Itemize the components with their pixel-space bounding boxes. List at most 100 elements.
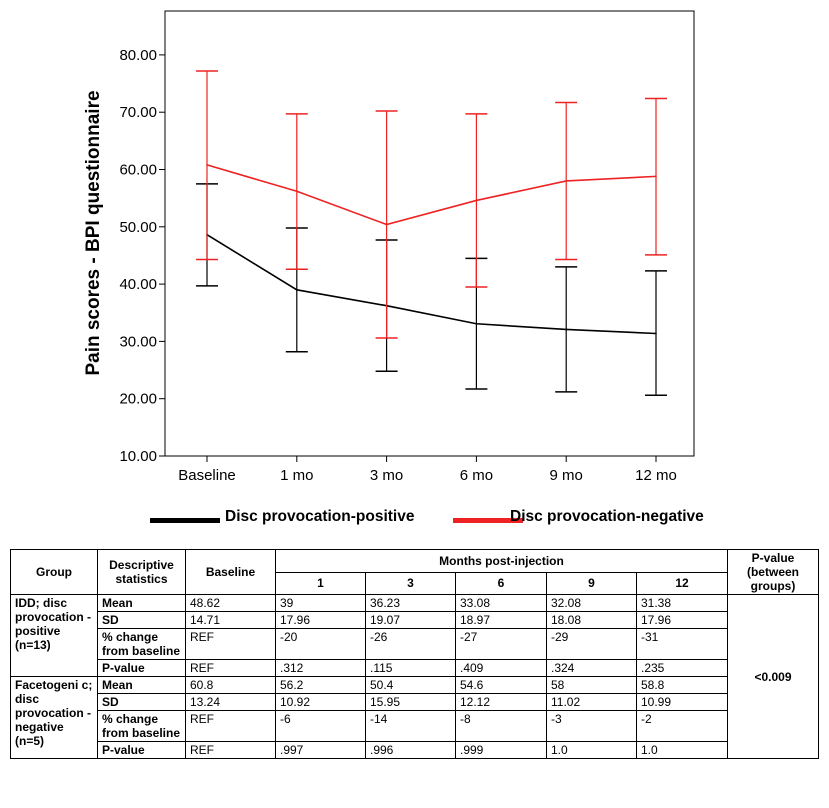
header-row: Group Descriptive statistics Baseline Month… <box>10 549 819 595</box>
month-cell: .997 <box>275 741 366 759</box>
month-cell: 58.8 <box>636 676 728 694</box>
header-pvalue: P-value (between groups) <box>727 549 819 595</box>
data-point <box>655 175 657 178</box>
between-groups-pvalue: <0.009 <box>727 594 819 759</box>
data-point <box>296 190 298 193</box>
month-cell: .235 <box>636 659 728 677</box>
x-tick-label: 12 mo <box>635 467 677 484</box>
x-tick-label: 3 mo <box>370 467 403 484</box>
month-cell: .996 <box>365 741 456 759</box>
baseline-cell: 13.24 <box>185 693 276 711</box>
series-negative <box>196 70 667 339</box>
y-tick-label: 60.00 <box>119 162 157 179</box>
baseline-cell: REF <box>185 710 276 742</box>
x-tick-label: 9 mo <box>550 467 583 484</box>
results-table: Group Descriptive statistics Baseline Month… <box>10 549 819 759</box>
month-cell: 32.08 <box>546 594 637 612</box>
baseline-cell: 60.8 <box>185 676 276 694</box>
header-month: 3 <box>365 571 456 595</box>
header-month: 1 <box>275 571 366 595</box>
data-point <box>475 199 478 202</box>
y-tick-label: 20.00 <box>119 391 157 408</box>
stat-label: Mean <box>97 676 186 694</box>
header-months-row: 1 3 6 9 12 <box>11 571 819 595</box>
data-point <box>206 164 208 166</box>
month-cell: -6 <box>275 710 366 742</box>
x-tick-label: 6 mo <box>460 467 493 484</box>
series-line <box>206 164 657 226</box>
header-group: Group <box>10 549 98 595</box>
table-row: % change from baseline REF -6 -14 -8 -3 -2 <box>11 710 819 742</box>
legend-swatch-negative <box>453 518 523 523</box>
header-month: 12 <box>636 571 728 595</box>
month-cell: -29 <box>546 628 637 660</box>
month-cell: 12.12 <box>455 693 547 711</box>
y-tick-label: 30.00 <box>119 333 157 350</box>
stat-label: P-value <box>97 659 186 677</box>
month-cell: -8 <box>455 710 547 742</box>
table-row: % change from baseline REF -20 -26 -27 -29 -31 <box>11 628 819 660</box>
legend-swatch-positive <box>150 518 220 523</box>
y-tick-label: 40.00 <box>119 276 157 293</box>
x-axis: Baseline 1 mo 3 mo 6 mo 9 mo 12 mo <box>178 456 677 484</box>
data-point <box>565 328 567 331</box>
month-cell: 50.4 <box>365 676 456 694</box>
month-cell: -2 <box>636 710 728 742</box>
x-tick-label: Baseline <box>178 467 236 484</box>
baseline-cell: 48.62 <box>185 594 276 612</box>
y-tick-label: 10.00 <box>119 448 157 465</box>
month-cell: 39 <box>275 594 366 612</box>
month-cell: 56.2 <box>275 676 366 694</box>
table-row: IDD; disc provocation -positive (n=13) Me… <box>10 594 819 759</box>
month-cell: -27 <box>455 628 547 660</box>
month-cell: 58 <box>546 676 637 694</box>
table-row: Facetogeni c; disc provocation -negative… <box>10 676 819 759</box>
header-descriptive: Descriptive statistics <box>97 549 186 595</box>
data-point <box>565 180 567 182</box>
month-cell: 15.95 <box>365 693 456 711</box>
month-cell: 19.07 <box>365 611 456 629</box>
x-tick-label: 1 mo <box>280 467 313 484</box>
baseline-cell: REF <box>185 659 276 677</box>
table-row: P-value REF .312.115.409.324.235 <box>11 659 819 677</box>
y-tick-label: 70.00 <box>119 104 157 121</box>
table-row: P-value REF .997.996.999 1.0 1.0 <box>11 741 819 759</box>
month-cell: .115 <box>365 659 456 677</box>
data-point <box>385 223 388 226</box>
stat-label: P-value <box>97 741 186 759</box>
y-tick-label: 50.00 <box>119 219 157 236</box>
baseline-cell: REF <box>185 741 276 759</box>
y-axis: 10.00 20.00 30.00 40.00 50.00 60.00 70.00 80.00 <box>119 47 165 465</box>
header-months: Months post-injection <box>275 549 728 573</box>
line-chart: 10.00 20.00 30.00 40.00 50.00 60.00 70.00 80.00… <box>83 10 695 484</box>
data-point <box>296 289 298 291</box>
series-positive <box>196 183 667 397</box>
table-row: SD 13.24 10.92 15.95 12.12 11.02 10.99 <box>11 693 819 711</box>
month-cell: 10.99 <box>636 693 728 711</box>
data-point <box>655 332 657 335</box>
month-cell: 17.96 <box>275 611 366 629</box>
plot-frame <box>164 10 695 457</box>
group-name: IDD; disc provocation -positive (n=13) <box>10 594 98 677</box>
month-cell: 54.6 <box>455 676 547 694</box>
month-cell: .324 <box>546 659 637 677</box>
stat-label: SD <box>97 693 186 711</box>
month-cell: 18.97 <box>455 611 547 629</box>
month-cell: 18.08 <box>546 611 637 629</box>
table-row: SD 14.71 17.96 19.07 18.97 18.08 17.96 <box>11 611 819 629</box>
month-cell: 10.92 <box>275 693 366 711</box>
month-cell: 17.96 <box>636 611 728 629</box>
month-cell: .409 <box>455 659 547 677</box>
y-axis-label: Pain scores - BPI questionnaire <box>83 90 104 375</box>
month-cell: 31.38 <box>636 594 728 612</box>
stat-label: SD <box>97 611 186 629</box>
month-cell: 33.08 <box>455 594 547 612</box>
month-cell: .312 <box>275 659 366 677</box>
month-cell: -26 <box>365 628 456 660</box>
month-cell: -31 <box>636 628 728 660</box>
month-cell: .999 <box>455 741 547 759</box>
header-baseline: Baseline <box>185 549 276 595</box>
stat-label: Mean <box>97 594 186 612</box>
header-month: 6 <box>455 571 547 595</box>
stat-label: % change from baseline <box>97 628 186 660</box>
